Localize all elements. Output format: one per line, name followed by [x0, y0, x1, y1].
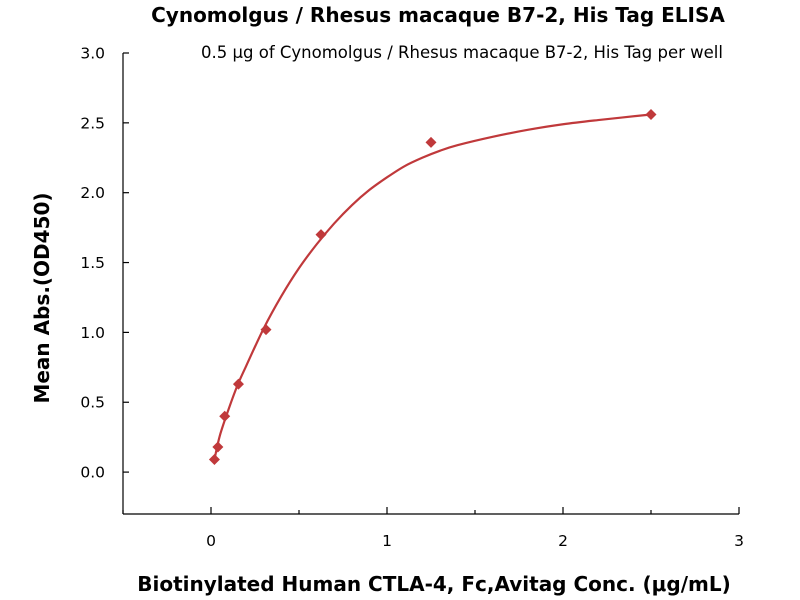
- chart-subtitle: 0.5 μg of Cynomolgus / Rhesus macaque B7…: [201, 43, 723, 62]
- fit-curve-group: [213, 113, 652, 460]
- fit-curve: [213, 113, 652, 460]
- data-point: [425, 136, 437, 148]
- data-point: [645, 108, 657, 120]
- x-tick-label: 2: [558, 532, 568, 550]
- y-tick-label: 1.5: [80, 254, 105, 272]
- data-point: [232, 378, 244, 390]
- data-point: [260, 324, 272, 336]
- y-tick-label: 0.0: [80, 464, 105, 482]
- data-point: [219, 410, 231, 422]
- data-points: [208, 108, 657, 466]
- data-point: [315, 229, 327, 241]
- y-ticks: 0.0 0.5 1.0 1.5 2.0 2.5 3.0: [80, 45, 129, 482]
- data-point: [212, 441, 224, 453]
- y-tick-label: 0.5: [80, 394, 105, 412]
- y-tick-label: 3.0: [80, 45, 105, 63]
- y-tick-label: 2.5: [80, 114, 105, 132]
- x-tick-label: 0: [206, 532, 216, 550]
- x-tick-label: 1: [382, 532, 392, 550]
- x-tick-label: 3: [734, 532, 744, 550]
- chart-title: Cynomolgus / Rhesus macaque B7-2, His Ta…: [151, 3, 725, 27]
- y-axis-title: Mean Abs.(OD450): [30, 192, 54, 403]
- y-tick-label: 2.0: [80, 184, 105, 202]
- axes: [122, 53, 739, 515]
- x-axis-title: Biotinylated Human CTLA-4, Fc,Avitag Con…: [137, 572, 731, 596]
- x-ticks: 0 1 2 3: [122, 507, 744, 550]
- data-point: [208, 454, 220, 466]
- y-tick-label: 1.0: [80, 324, 105, 342]
